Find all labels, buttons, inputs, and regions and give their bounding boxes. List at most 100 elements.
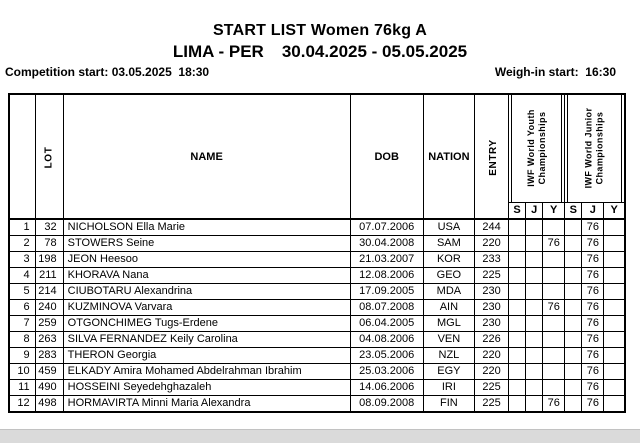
cell-nation: SAM bbox=[422, 235, 475, 252]
cell-jy bbox=[603, 363, 626, 380]
table-body: 1 32 NICHOLSON Ella Marie 07.07.2006 USA 244 7… bbox=[8, 218, 626, 413]
cell-nation: AIN bbox=[422, 299, 475, 316]
table-row: 8 263 SILVA FERNANDEZ Keily Carolina 04.08.… bbox=[8, 331, 626, 348]
cell-dob: 23.05.2006 bbox=[349, 347, 424, 364]
cell-yy bbox=[542, 315, 566, 332]
cell-dob: 30.04.2008 bbox=[349, 235, 424, 252]
table-row: 6 240 KUZMINOVA Varvara 08.07.2008 AIN 230 76 7… bbox=[8, 299, 626, 316]
cell-yj bbox=[525, 251, 544, 268]
cell-ys bbox=[508, 347, 527, 364]
cell-yy bbox=[542, 379, 566, 396]
youth-label-line1: IWF World Youth bbox=[525, 109, 536, 188]
cell-yy bbox=[542, 363, 566, 380]
cell-entry: 230 bbox=[473, 299, 510, 316]
cell-lot: 78 bbox=[34, 235, 64, 252]
cell-jj: 76 bbox=[581, 283, 605, 300]
cell-nation: MDA bbox=[422, 283, 475, 300]
cell-name: ELKADY Amira Mohamed Abdelrahman Ibrahim bbox=[62, 363, 351, 380]
cell-ys bbox=[508, 283, 527, 300]
cell-yj bbox=[525, 299, 544, 316]
cell-js bbox=[564, 283, 583, 300]
cell-yj bbox=[525, 395, 544, 413]
cell-js bbox=[564, 363, 583, 380]
table-row: 10 459 ELKADY Amira Mohamed Abdelrahman Ib… bbox=[8, 363, 626, 380]
cell-rank: 4 bbox=[8, 267, 36, 284]
cell-jj: 76 bbox=[581, 267, 605, 284]
cell-jy bbox=[603, 315, 626, 332]
cell-lot: 240 bbox=[34, 299, 64, 316]
start-list-table: LOT NAME DOB NATION ENTRY IWF World Yout… bbox=[8, 93, 626, 413]
junior-senior-col-header: S bbox=[564, 201, 583, 220]
weigh-in-label: Weigh-in start: bbox=[494, 65, 579, 79]
cell-entry: 225 bbox=[473, 379, 510, 396]
youth-senior-col-header: S bbox=[508, 201, 527, 220]
junior-championships-header: IWF World Junior Championships bbox=[564, 93, 626, 203]
weigh-in-value: 16:30 bbox=[585, 65, 616, 79]
cell-lot: 498 bbox=[34, 395, 64, 413]
cell-yj bbox=[525, 267, 544, 284]
cell-rank: 9 bbox=[8, 347, 36, 364]
cell-ys bbox=[508, 363, 527, 380]
cell-js bbox=[564, 379, 583, 396]
junior-junior-col-header: J bbox=[581, 201, 605, 220]
competition-start-value: 03.05.2025 18:30 bbox=[111, 65, 210, 79]
table-row: 5 214 CIUBOTARU Alexandrina 17.09.2005 MDA 23… bbox=[8, 283, 626, 300]
cell-name: HOSSEINI Seyedehghazaleh bbox=[62, 379, 351, 396]
cell-nation: GEO bbox=[422, 267, 475, 284]
cell-lot: 214 bbox=[34, 283, 64, 300]
cell-jy bbox=[603, 395, 626, 413]
cell-entry: 220 bbox=[473, 347, 510, 364]
cell-nation: IRI bbox=[422, 379, 475, 396]
cell-ys bbox=[508, 379, 527, 396]
cell-yy: 76 bbox=[542, 299, 566, 316]
cell-yj bbox=[525, 331, 544, 348]
cell-lot: 32 bbox=[34, 218, 64, 236]
name-column-header: NAME bbox=[62, 93, 351, 220]
cell-entry: 225 bbox=[473, 395, 510, 413]
cell-entry: 220 bbox=[473, 363, 510, 380]
cell-js bbox=[564, 331, 583, 348]
cell-jy bbox=[603, 299, 626, 316]
cell-rank: 8 bbox=[8, 331, 36, 348]
page-title: START LIST Women 76kg A bbox=[212, 22, 428, 39]
cell-nation: USA bbox=[422, 218, 475, 236]
cell-name: JEON Heesoo bbox=[62, 251, 351, 268]
document-header: START LIST Women 76kg A LIMA - PER 30.04.… bbox=[0, 0, 640, 62]
info-row: Competition start: 03.05.2025 18:30 Weig… bbox=[0, 62, 640, 79]
youth-championships-label: IWF World Youth Championships bbox=[526, 110, 548, 188]
table-row: 12 498 HORMAVIRTA Minni Maria Alexandra 08.… bbox=[8, 395, 626, 413]
competition-start: Competition start: 03.05.2025 18:30 bbox=[5, 65, 209, 79]
cell-js bbox=[564, 218, 583, 236]
cell-yj bbox=[525, 283, 544, 300]
cell-jj: 76 bbox=[581, 395, 605, 413]
cell-ys bbox=[508, 235, 527, 252]
cell-name: KUZMINOVA Varvara bbox=[62, 299, 351, 316]
junior-championships-box: IWF World Junior Championships bbox=[567, 95, 622, 201]
cell-dob: 14.06.2006 bbox=[349, 379, 424, 396]
cell-dob: 04.08.2006 bbox=[349, 331, 424, 348]
cell-dob: 25.03.2006 bbox=[349, 363, 424, 380]
cell-name: CIUBOTARU Alexandrina bbox=[62, 283, 351, 300]
table-row: 4 211 KHORAVA Nana 12.08.2006 GEO 225 76 bbox=[8, 267, 626, 284]
cell-jj: 76 bbox=[581, 235, 605, 252]
cell-jy bbox=[603, 283, 626, 300]
cell-jj: 76 bbox=[581, 251, 605, 268]
cell-entry: 220 bbox=[473, 235, 510, 252]
cell-lot: 459 bbox=[34, 363, 64, 380]
cell-jy bbox=[603, 267, 626, 284]
table-header: LOT NAME DOB NATION ENTRY IWF World Yout… bbox=[8, 93, 626, 220]
cell-rank: 6 bbox=[8, 299, 36, 316]
cell-jy bbox=[603, 331, 626, 348]
cell-name: THERON Georgia bbox=[62, 347, 351, 364]
junior-label-line1: IWF World Junior bbox=[583, 107, 594, 189]
cell-nation: KOR bbox=[422, 251, 475, 268]
cell-lot: 490 bbox=[34, 379, 64, 396]
dob-column-header: DOB bbox=[349, 93, 424, 220]
cell-dob: 08.09.2008 bbox=[349, 395, 424, 413]
cell-js bbox=[564, 251, 583, 268]
cell-yy bbox=[542, 331, 566, 348]
cell-jj: 76 bbox=[581, 347, 605, 364]
cell-dob: 12.08.2006 bbox=[349, 267, 424, 284]
cell-nation: VEN bbox=[422, 331, 475, 348]
cell-jj: 76 bbox=[581, 331, 605, 348]
